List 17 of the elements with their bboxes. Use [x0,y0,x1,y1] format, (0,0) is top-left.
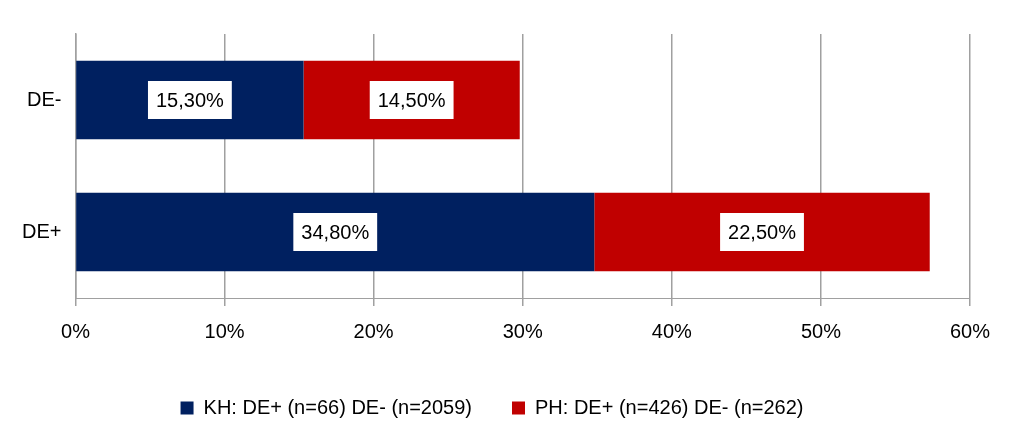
legend-label: PH: DE+ (n=426) DE- (n=262) [535,395,804,418]
legend-label: KH: DE+ (n=66) DE- (n=2059) [203,395,473,418]
x-tick-label: 0% [61,319,91,342]
data-label: 34,80% [301,220,370,243]
bar [594,192,930,272]
x-tick-label: 30% [502,319,543,342]
bar [76,192,595,272]
x-tick-label: 20% [353,319,394,342]
x-tick-label: 10% [204,319,245,342]
x-tick-label: 50% [800,319,842,342]
y-tick-label: DE- [27,87,62,110]
x-tick-label: 40% [651,319,693,342]
data-label: 15,30% [155,88,225,111]
y-tick-label: DE+ [21,219,62,242]
data-label: 14,50% [377,88,446,111]
data-label: 22,50% [728,220,797,243]
x-tick-label: 60% [949,319,991,342]
